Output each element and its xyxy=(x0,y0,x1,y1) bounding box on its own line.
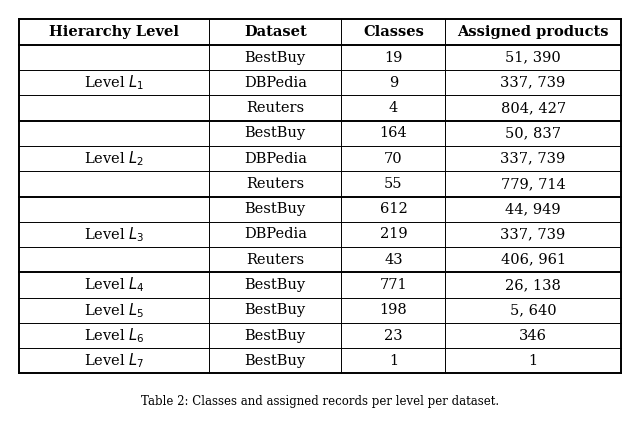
Text: Level $\mathit{L}_{1}$: Level $\mathit{L}_{1}$ xyxy=(84,73,144,92)
Text: 70: 70 xyxy=(384,151,403,165)
Text: 804, 427: 804, 427 xyxy=(500,101,566,115)
Text: Level $\mathit{L}_{7}$: Level $\mathit{L}_{7}$ xyxy=(84,352,144,370)
Text: 4: 4 xyxy=(388,101,398,115)
Text: 771: 771 xyxy=(380,278,407,292)
Text: Level $\mathit{L}_{5}$: Level $\mathit{L}_{5}$ xyxy=(84,301,144,319)
Text: 55: 55 xyxy=(384,177,403,191)
Text: Table 2: Classes and assigned records per level per dataset.: Table 2: Classes and assigned records pe… xyxy=(141,395,499,408)
Text: Reuters: Reuters xyxy=(246,177,304,191)
Text: Level $\mathit{L}_{2}$: Level $\mathit{L}_{2}$ xyxy=(84,149,144,168)
Text: 26, 138: 26, 138 xyxy=(505,278,561,292)
Text: Reuters: Reuters xyxy=(246,253,304,267)
Text: 406, 961: 406, 961 xyxy=(500,253,566,267)
Text: 19: 19 xyxy=(384,51,403,65)
Text: 198: 198 xyxy=(380,303,407,317)
Text: BestBuy: BestBuy xyxy=(244,278,306,292)
Text: 337, 739: 337, 739 xyxy=(500,151,566,165)
Text: 337, 739: 337, 739 xyxy=(500,76,566,90)
Text: 219: 219 xyxy=(380,227,407,241)
Text: Dataset: Dataset xyxy=(244,25,307,39)
Text: 5, 640: 5, 640 xyxy=(509,303,556,317)
Text: 9: 9 xyxy=(388,76,398,90)
Text: 612: 612 xyxy=(380,202,407,216)
Text: DBPedia: DBPedia xyxy=(244,76,307,90)
Text: BestBuy: BestBuy xyxy=(244,354,306,368)
Text: 346: 346 xyxy=(519,329,547,343)
Text: 164: 164 xyxy=(380,126,407,141)
Text: 23: 23 xyxy=(384,329,403,343)
Text: 44, 949: 44, 949 xyxy=(505,202,561,216)
Text: 779, 714: 779, 714 xyxy=(500,177,566,191)
Text: 43: 43 xyxy=(384,253,403,267)
Text: Reuters: Reuters xyxy=(246,101,304,115)
Text: Hierarchy Level: Hierarchy Level xyxy=(49,25,179,39)
Text: Level $\mathit{L}_{3}$: Level $\mathit{L}_{3}$ xyxy=(84,225,144,244)
Text: BestBuy: BestBuy xyxy=(244,303,306,317)
Text: Level $\mathit{L}_{6}$: Level $\mathit{L}_{6}$ xyxy=(84,326,145,345)
Text: 337, 739: 337, 739 xyxy=(500,227,566,241)
Text: DBPedia: DBPedia xyxy=(244,227,307,241)
Text: 50, 837: 50, 837 xyxy=(505,126,561,141)
Text: BestBuy: BestBuy xyxy=(244,202,306,216)
Text: DBPedia: DBPedia xyxy=(244,151,307,165)
Text: 1: 1 xyxy=(529,354,538,368)
Text: Level $\mathit{L}_{4}$: Level $\mathit{L}_{4}$ xyxy=(84,276,145,295)
Text: BestBuy: BestBuy xyxy=(244,51,306,65)
Text: 51, 390: 51, 390 xyxy=(505,51,561,65)
Text: Classes: Classes xyxy=(363,25,424,39)
Text: Assigned products: Assigned products xyxy=(458,25,609,39)
Text: BestBuy: BestBuy xyxy=(244,329,306,343)
Text: 1: 1 xyxy=(389,354,398,368)
Text: BestBuy: BestBuy xyxy=(244,126,306,141)
